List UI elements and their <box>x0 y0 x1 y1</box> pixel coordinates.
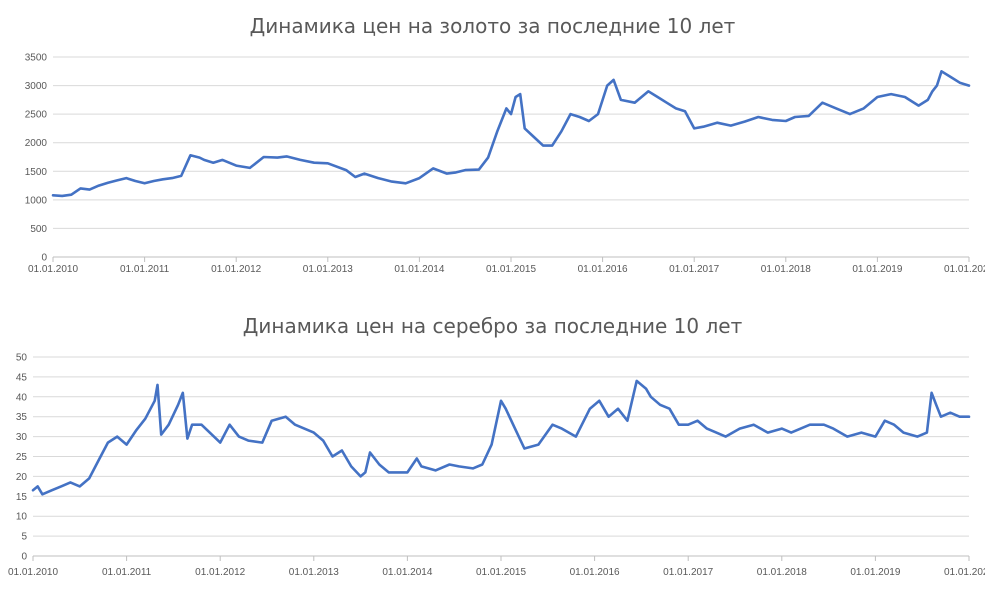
silver-x-tick-label: 01.01.2015 <box>476 567 526 578</box>
gold-y-tick-label: 1000 <box>25 195 48 206</box>
gold-x-tick-label: 01.01.2019 <box>852 264 902 275</box>
silver-x-tick-label: 01.01.2017 <box>663 567 713 578</box>
gold-y-tick-label: 1500 <box>25 167 48 178</box>
gold-y-tick-label: 2500 <box>25 110 48 121</box>
gold-x-tick-label: 01.01.2012 <box>211 264 261 275</box>
gold-y-tick-label: 500 <box>30 224 47 235</box>
silver-y-tick-label: 25 <box>16 452 28 463</box>
gold-price-series-line <box>51 70 971 198</box>
silver-y-tick-label: 30 <box>16 432 28 443</box>
silver-x-tick-label: 01.01.2014 <box>382 567 432 578</box>
silver-price-series-line <box>31 379 971 496</box>
silver-x-tick-label: 01.01.2011 <box>102 567 152 578</box>
gold-y-tick-label: 3000 <box>25 81 48 92</box>
gold-x-tick-label: 01.01.2015 <box>486 264 536 275</box>
gold-y-tick-label: 3500 <box>25 53 48 64</box>
silver-y-tick-label: 40 <box>16 392 28 403</box>
gold-x-tick-label: 01.01.2011 <box>120 264 170 275</box>
gold-y-tick-label: 2000 <box>25 138 48 149</box>
silver-y-tick-label: 5 <box>21 532 27 543</box>
gold-x-tick-label: 01.01.2020 <box>944 264 985 275</box>
silver-y-tick-label: 50 <box>16 353 28 364</box>
gold-y-tick-label: 0 <box>41 253 47 264</box>
gold-price-chart: 0 500 1000 1500 2000 2500 3000 3500 01.01.2010 01… <box>25 53 985 276</box>
silver-y-tick-label: 0 <box>21 552 27 563</box>
gold-x-tick-label: 01.01.2013 <box>303 264 353 275</box>
gold-x-tick-label: 01.01.2010 <box>28 264 78 275</box>
silver-x-tick-label: 01.01.2016 <box>570 567 620 578</box>
silver-x-tick-label: 01.01.2010 <box>8 567 58 578</box>
silver-y-tick-label: 15 <box>16 492 28 503</box>
silver-x-tick-label: 01.01.2020 <box>944 567 985 578</box>
silver-y-tick-label: 35 <box>16 412 28 423</box>
silver-x-tick-label: 01.01.2018 <box>757 567 807 578</box>
silver-y-tick-label: 45 <box>16 372 28 383</box>
silver-x-tick-label: 01.01.2012 <box>195 567 245 578</box>
gold-chart-title: Динамика цен на золото за последние 10 л… <box>249 14 736 38</box>
silver-price-chart: 0 5 10 15 20 25 30 35 40 45 50 01.01.2010 01.01.2011… <box>8 353 985 579</box>
silver-y-tick-label: 20 <box>16 472 28 483</box>
gold-x-tick-label: 01.01.2018 <box>761 264 811 275</box>
silver-y-tick-label: 10 <box>16 512 28 523</box>
gold-x-tick-label: 01.01.2014 <box>394 264 444 275</box>
gold-x-tick-label: 01.01.2017 <box>669 264 719 275</box>
gold-x-tick-label: 01.01.2016 <box>578 264 628 275</box>
silver-chart-title: Динамика цен на серебро за последние 10 … <box>242 314 743 338</box>
silver-x-tick-label: 01.01.2019 <box>850 567 900 578</box>
silver-x-tick-label: 01.01.2013 <box>289 567 339 578</box>
